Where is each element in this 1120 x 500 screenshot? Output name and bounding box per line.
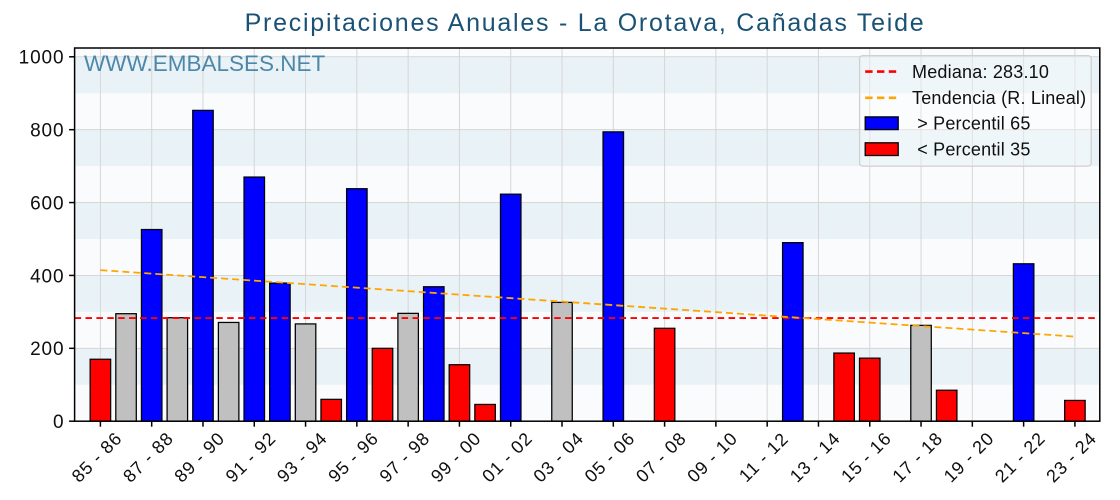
svg-text:800: 800 — [30, 121, 64, 142]
svg-text:600: 600 — [30, 193, 64, 214]
svg-text:0: 0 — [53, 412, 64, 433]
svg-text:WWW.EMBALSES.NET: WWW.EMBALSES.NET — [84, 51, 326, 76]
svg-text:Mediana: 283.10: Mediana: 283.10 — [912, 62, 1049, 82]
svg-text:Precipitaciones Anuales - La O: Precipitaciones Anuales - La Orotava, Ca… — [245, 9, 926, 37]
svg-text:Tendencia (R. Lineal): Tendencia (R. Lineal) — [912, 88, 1086, 108]
svg-text:200: 200 — [30, 339, 64, 360]
svg-text:1000: 1000 — [19, 48, 65, 69]
svg-text:> Percentil 65: > Percentil 65 — [912, 114, 1031, 134]
svg-text:400: 400 — [30, 266, 64, 287]
svg-text:< Percentil 35: < Percentil 35 — [912, 139, 1031, 159]
